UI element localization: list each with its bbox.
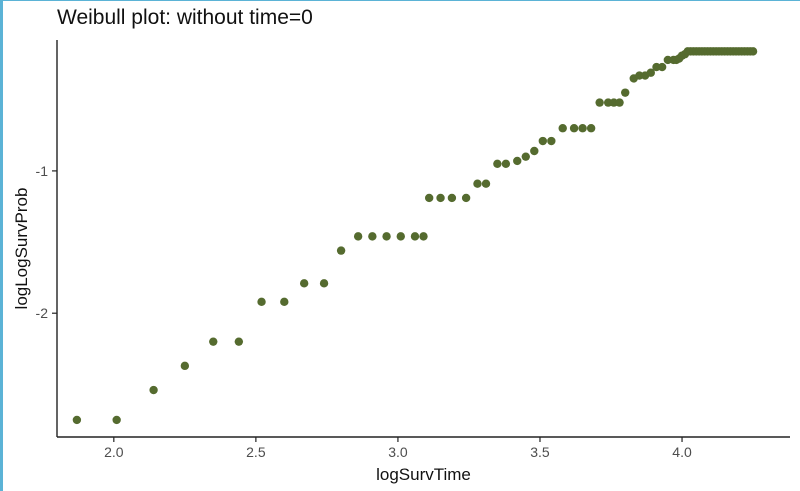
data-point xyxy=(513,156,522,166)
data-point xyxy=(646,68,655,77)
data-point xyxy=(595,98,604,107)
data-point xyxy=(493,159,502,168)
points-layer xyxy=(72,47,758,425)
data-point xyxy=(180,361,190,371)
data-point xyxy=(461,193,471,203)
data-point xyxy=(424,193,434,203)
x-tick-label: 2.0 xyxy=(104,444,124,460)
y-tick-label: -2 xyxy=(36,305,49,321)
data-point xyxy=(558,124,567,133)
data-point xyxy=(419,232,428,241)
x-tick-label: 3.0 xyxy=(388,444,408,460)
data-point xyxy=(280,297,289,307)
data-point xyxy=(657,62,667,72)
data-point xyxy=(112,415,121,425)
x-tick-label: 3.5 xyxy=(530,444,550,460)
data-point xyxy=(447,193,457,203)
data-point xyxy=(473,179,482,188)
data-point xyxy=(336,246,346,255)
data-point xyxy=(234,337,244,346)
data-point xyxy=(382,232,391,241)
x-tick-label: 2.5 xyxy=(246,444,266,460)
ticks-layer: 2.0 2.5 3.0 3.5 4.0 -2 -1 xyxy=(36,163,692,460)
data-point xyxy=(436,193,445,203)
data-point xyxy=(586,124,596,133)
data-point xyxy=(569,124,579,133)
data-point xyxy=(396,232,405,241)
data-point xyxy=(501,159,511,168)
data-point xyxy=(257,297,266,307)
y-axis-title: logLogSurvProb xyxy=(12,188,31,310)
data-point xyxy=(748,47,758,56)
data-point xyxy=(319,279,329,288)
data-point xyxy=(547,136,556,146)
data-point xyxy=(353,232,363,241)
data-point xyxy=(621,88,630,97)
data-point xyxy=(481,179,491,188)
data-point xyxy=(72,415,82,425)
data-point xyxy=(410,232,420,241)
data-point xyxy=(530,146,539,156)
data-point xyxy=(538,136,548,146)
data-point xyxy=(299,279,309,288)
data-point xyxy=(149,385,158,395)
window-left-edge xyxy=(0,0,3,491)
chart-title: Weibull plot: without time=0 xyxy=(57,6,313,29)
data-point xyxy=(521,152,530,161)
x-axis-title: logSurvTime xyxy=(376,465,471,484)
data-point xyxy=(368,232,377,241)
x-tick-label: 4.0 xyxy=(672,444,692,460)
data-point xyxy=(578,124,587,133)
window-top-edge xyxy=(0,0,800,1)
y-tick-label: -1 xyxy=(36,163,49,179)
data-point xyxy=(209,337,218,346)
data-point xyxy=(615,98,624,107)
